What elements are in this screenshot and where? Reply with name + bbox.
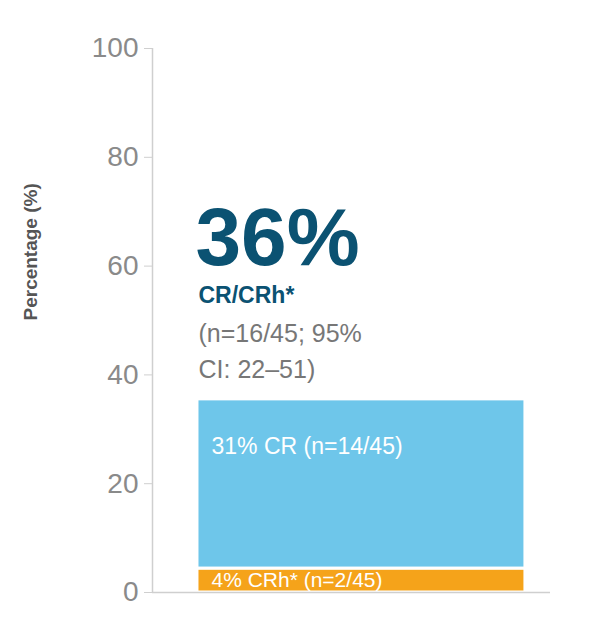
- svg-text:Percentage (%): Percentage (%): [20, 183, 41, 320]
- svg-text:4% CRh* (n=2/45): 4% CRh* (n=2/45): [211, 568, 382, 591]
- svg-text:31% CR (n=14/45): 31% CR (n=14/45): [211, 433, 402, 459]
- svg-text:60: 60: [107, 250, 138, 281]
- svg-text:(n=16/45; 95%CI: 22–51): (n=16/45; 95%CI: 22–51): [199, 319, 362, 383]
- svg-text:100: 100: [92, 32, 139, 63]
- svg-text:0: 0: [123, 576, 139, 607]
- svg-text:36%: 36%: [196, 191, 360, 282]
- svg-text:80: 80: [107, 141, 138, 172]
- svg-text:40: 40: [107, 359, 138, 390]
- svg-text:20: 20: [107, 468, 138, 499]
- svg-text:CR/CRh*: CR/CRh*: [199, 282, 295, 308]
